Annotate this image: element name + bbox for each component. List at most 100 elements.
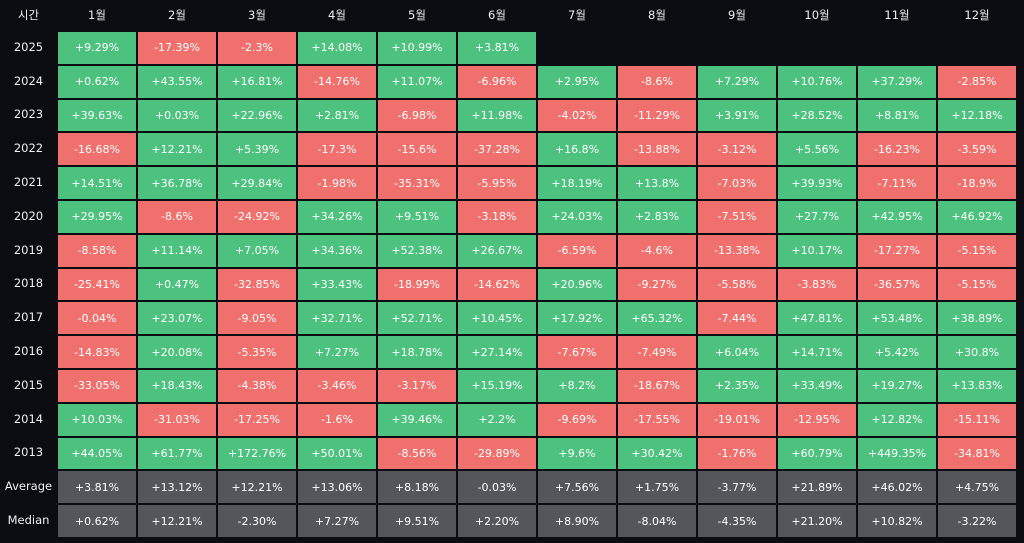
return-cell: +50.01% bbox=[298, 437, 376, 470]
return-cell: +44.05% bbox=[58, 437, 136, 470]
return-cell: +10.99% bbox=[378, 32, 456, 64]
return-cell: +52.71% bbox=[378, 302, 456, 335]
return-cell: +7.29% bbox=[698, 65, 776, 98]
summary-cell: +21.89% bbox=[778, 471, 856, 504]
return-cell: -35.31% bbox=[378, 167, 456, 199]
return-cell: +10.76% bbox=[778, 65, 856, 98]
summary-cell: +7.56% bbox=[538, 471, 616, 504]
empty-cell bbox=[698, 32, 776, 64]
column-header: 11월 bbox=[884, 8, 910, 22]
return-cell: +3.91% bbox=[698, 99, 776, 132]
return-cell: +18.19% bbox=[538, 167, 616, 199]
return-cell: -7.03% bbox=[698, 167, 776, 199]
return-cell: +20.96% bbox=[538, 268, 616, 301]
return-cell: -17.3% bbox=[298, 133, 376, 166]
return-cell: +27.7% bbox=[778, 200, 856, 233]
return-cell: +61.77% bbox=[138, 437, 216, 470]
return-cell: +5.39% bbox=[218, 133, 296, 166]
return-cell: -16.23% bbox=[858, 133, 936, 166]
year-label: 2013 bbox=[13, 445, 44, 460]
return-cell: -0.04% bbox=[58, 302, 136, 335]
summary-cell: +13.12% bbox=[138, 471, 216, 504]
return-cell: +14.08% bbox=[298, 32, 376, 64]
return-cell: -12.95% bbox=[778, 403, 856, 436]
summary-cell: -8.04% bbox=[618, 505, 696, 537]
year-label: 2020 bbox=[13, 208, 44, 223]
summary-cell: +46.02% bbox=[858, 471, 936, 504]
return-cell: +36.78% bbox=[138, 167, 216, 199]
return-cell: -15.6% bbox=[378, 133, 456, 166]
column-header: 2월 bbox=[168, 8, 186, 22]
summary-cell: -3.77% bbox=[698, 471, 776, 504]
return-cell: -6.96% bbox=[458, 65, 536, 98]
return-cell: -6.98% bbox=[378, 99, 456, 132]
return-cell: -15.11% bbox=[938, 403, 1016, 436]
return-cell: +8.2% bbox=[538, 369, 616, 402]
return-cell: -5.35% bbox=[218, 336, 296, 368]
return-cell: -4.38% bbox=[218, 369, 296, 402]
column-header: 6월 bbox=[488, 8, 506, 22]
return-cell: -25.41% bbox=[58, 268, 136, 301]
return-cell: -31.03% bbox=[138, 403, 216, 436]
return-cell: +14.51% bbox=[58, 167, 136, 199]
return-cell: +20.08% bbox=[138, 336, 216, 368]
return-cell: -5.15% bbox=[938, 234, 1016, 267]
return-cell: +39.63% bbox=[58, 99, 136, 132]
return-cell: +14.71% bbox=[778, 336, 856, 368]
return-cell: -7.11% bbox=[858, 167, 936, 199]
return-cell: +0.03% bbox=[138, 99, 216, 132]
return-cell: -3.59% bbox=[938, 133, 1016, 166]
column-header: 8월 bbox=[648, 8, 666, 22]
return-cell: +38.89% bbox=[938, 302, 1016, 335]
summary-cell: +7.27% bbox=[298, 505, 376, 537]
return-cell: -14.62% bbox=[458, 268, 536, 301]
return-cell: +2.83% bbox=[618, 200, 696, 233]
return-cell: +11.14% bbox=[138, 234, 216, 267]
return-cell: +0.62% bbox=[58, 65, 136, 98]
return-cell: -3.12% bbox=[698, 133, 776, 166]
summary-cell: +8.18% bbox=[378, 471, 456, 504]
return-cell: -11.29% bbox=[618, 99, 696, 132]
return-cell: +33.43% bbox=[298, 268, 376, 301]
year-label: 2019 bbox=[13, 242, 44, 257]
return-cell: +5.42% bbox=[858, 336, 936, 368]
return-cell: -19.01% bbox=[698, 403, 776, 436]
return-cell: -9.69% bbox=[538, 403, 616, 436]
return-cell: -7.67% bbox=[538, 336, 616, 368]
year-label: 2023 bbox=[13, 107, 44, 122]
column-header: 4월 bbox=[328, 8, 346, 22]
return-cell: +16.81% bbox=[218, 65, 296, 98]
summary-cell: -3.22% bbox=[938, 505, 1016, 537]
return-cell: +37.29% bbox=[858, 65, 936, 98]
summary-cell: +1.75% bbox=[618, 471, 696, 504]
summary-row-label: Median bbox=[7, 513, 50, 528]
return-cell: +47.81% bbox=[778, 302, 856, 335]
return-cell: +27.14% bbox=[458, 336, 536, 368]
return-cell: +10.45% bbox=[458, 302, 536, 335]
column-header: 3월 bbox=[248, 8, 266, 22]
return-cell: -17.25% bbox=[218, 403, 296, 436]
summary-cell: +8.90% bbox=[538, 505, 616, 537]
return-cell: -7.51% bbox=[698, 200, 776, 233]
summary-cell: -4.35% bbox=[698, 505, 776, 537]
return-cell: +18.43% bbox=[138, 369, 216, 402]
return-cell: +22.96% bbox=[218, 99, 296, 132]
return-cell: +65.32% bbox=[618, 302, 696, 335]
return-cell: -3.18% bbox=[458, 200, 536, 233]
return-cell: +19.27% bbox=[858, 369, 936, 402]
return-cell: +39.93% bbox=[778, 167, 856, 199]
return-cell: -5.58% bbox=[698, 268, 776, 301]
summary-cell: +9.51% bbox=[378, 505, 456, 537]
return-cell: +60.79% bbox=[778, 437, 856, 470]
return-cell: +12.18% bbox=[938, 99, 1016, 132]
return-cell: +449.35% bbox=[858, 437, 936, 470]
return-cell: -18.9% bbox=[938, 167, 1016, 199]
summary-cell: +10.82% bbox=[858, 505, 936, 537]
empty-cell bbox=[618, 32, 696, 64]
return-cell: +13.83% bbox=[938, 369, 1016, 402]
return-cell: +18.78% bbox=[378, 336, 456, 368]
corner-label: 시간 bbox=[17, 8, 40, 22]
return-cell: -14.76% bbox=[298, 65, 376, 98]
return-cell: +15.19% bbox=[458, 369, 536, 402]
